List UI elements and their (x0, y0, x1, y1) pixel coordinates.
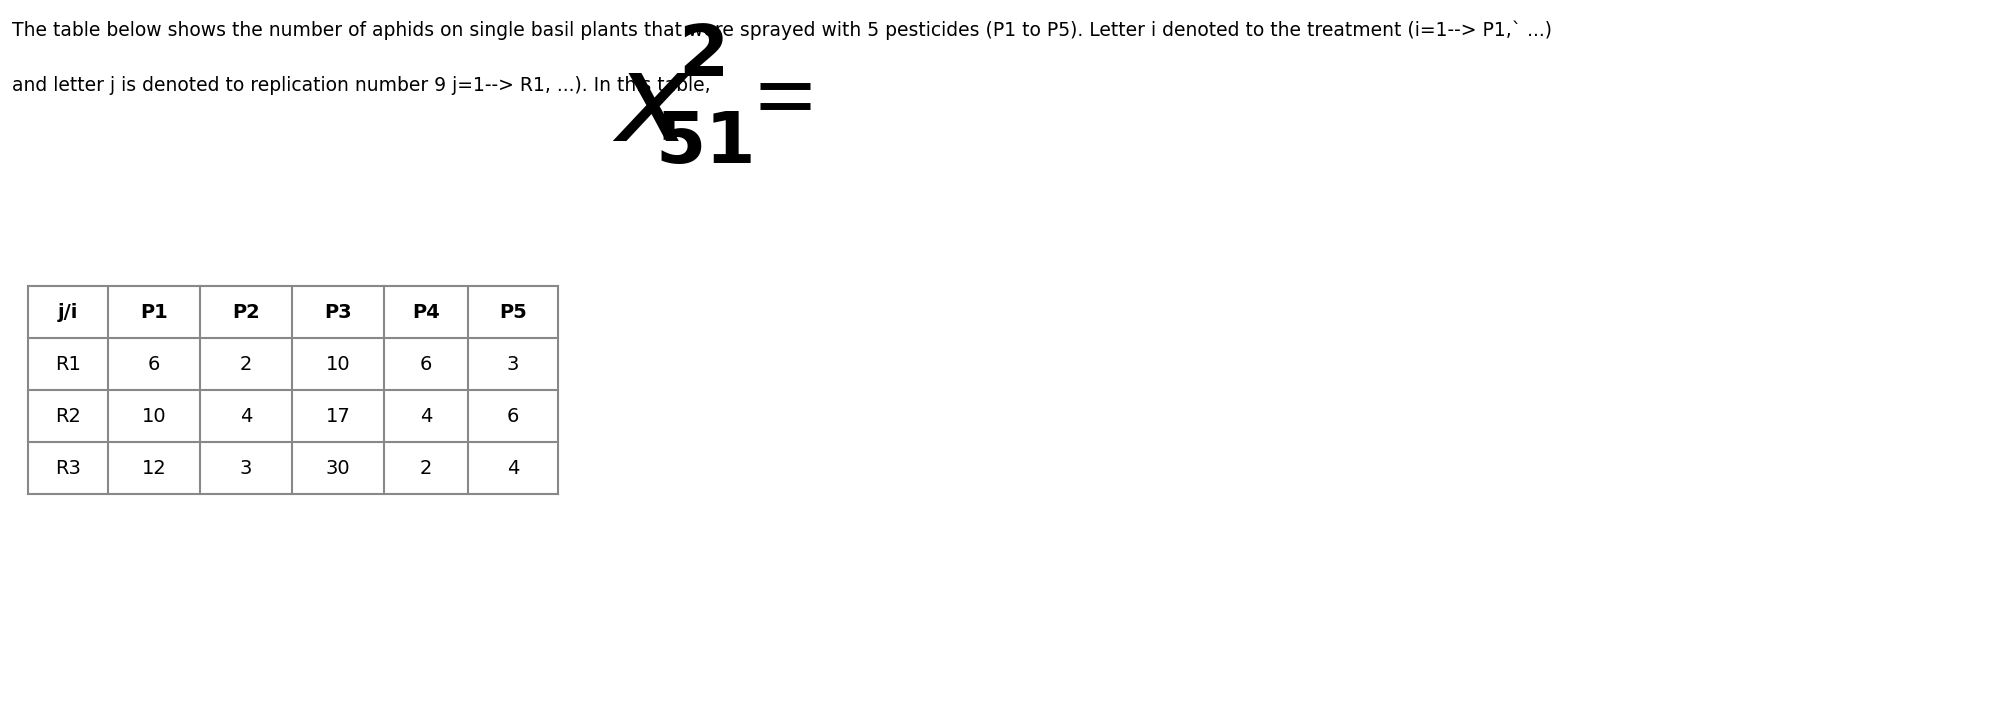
Text: 2: 2 (239, 354, 251, 374)
Text: 6: 6 (148, 354, 160, 374)
Text: 4: 4 (506, 458, 518, 478)
Text: 30: 30 (325, 458, 351, 478)
Text: 10: 10 (325, 354, 351, 374)
Text: 10: 10 (142, 407, 166, 425)
Text: The table below shows the number of aphids on single basil plants that were spra: The table below shows the number of aphi… (12, 20, 1551, 39)
Text: 4: 4 (421, 407, 433, 425)
Text: $\mathit{x}$: $\mathit{x}$ (612, 45, 692, 167)
Text: 51: 51 (656, 110, 756, 178)
Text: 17: 17 (325, 407, 351, 425)
Text: P1: P1 (140, 302, 167, 321)
Text: R2: R2 (56, 407, 82, 425)
Text: 3: 3 (506, 354, 518, 374)
Text: P5: P5 (498, 302, 526, 321)
Text: P2: P2 (231, 302, 259, 321)
Text: P3: P3 (325, 302, 351, 321)
Text: 12: 12 (142, 458, 166, 478)
Text: 4: 4 (239, 407, 251, 425)
Text: 3: 3 (239, 458, 251, 478)
Text: 2: 2 (421, 458, 433, 478)
Text: R1: R1 (56, 354, 82, 374)
Text: j/i: j/i (58, 302, 78, 321)
Text: R3: R3 (56, 458, 82, 478)
Text: 6: 6 (506, 407, 518, 425)
Text: 2: 2 (678, 21, 728, 90)
Text: P4: P4 (413, 302, 441, 321)
Text: 6: 6 (421, 354, 433, 374)
Text: and letter j is denoted to replication number 9 j=1--> R1, ...). In this table,: and letter j is denoted to replication n… (12, 76, 710, 95)
